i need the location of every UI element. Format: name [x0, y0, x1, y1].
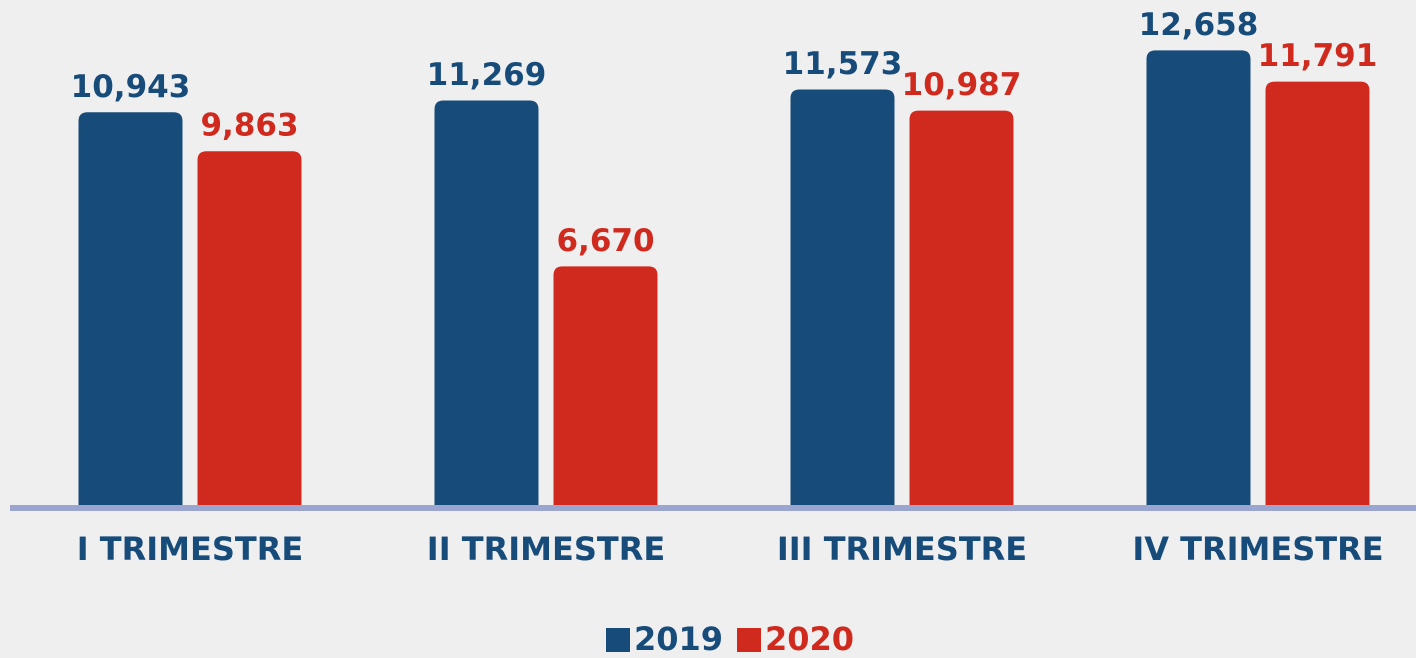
value-label: 11,791 — [1258, 38, 1378, 74]
value-label: 10,943 — [71, 69, 191, 105]
x-tick-label: IV TRIMESTRE — [1132, 530, 1383, 568]
bar — [909, 110, 1014, 507]
legend-label: 2020 — [765, 620, 854, 658]
legend-label: 2019 — [634, 620, 723, 658]
value-label: 10,987 — [902, 67, 1022, 103]
value-label: 11,573 — [783, 46, 903, 82]
bar — [434, 100, 539, 507]
value-label: 9,863 — [200, 108, 298, 144]
x-tick-label: III TRIMESTRE — [777, 530, 1027, 568]
bar — [553, 266, 658, 507]
bar — [197, 151, 302, 508]
bar — [1265, 81, 1370, 507]
value-label: 6,670 — [556, 223, 654, 259]
bar — [790, 89, 895, 508]
bar — [1146, 50, 1251, 507]
value-label: 11,269 — [427, 57, 547, 93]
baseline — [10, 505, 1416, 511]
bar — [78, 112, 183, 507]
legend-swatch — [606, 628, 630, 652]
legend-swatch — [737, 628, 761, 652]
value-label: 12,658 — [1139, 7, 1259, 43]
x-tick-label: II TRIMESTRE — [427, 530, 665, 568]
x-tick-label: I TRIMESTRE — [77, 530, 304, 568]
